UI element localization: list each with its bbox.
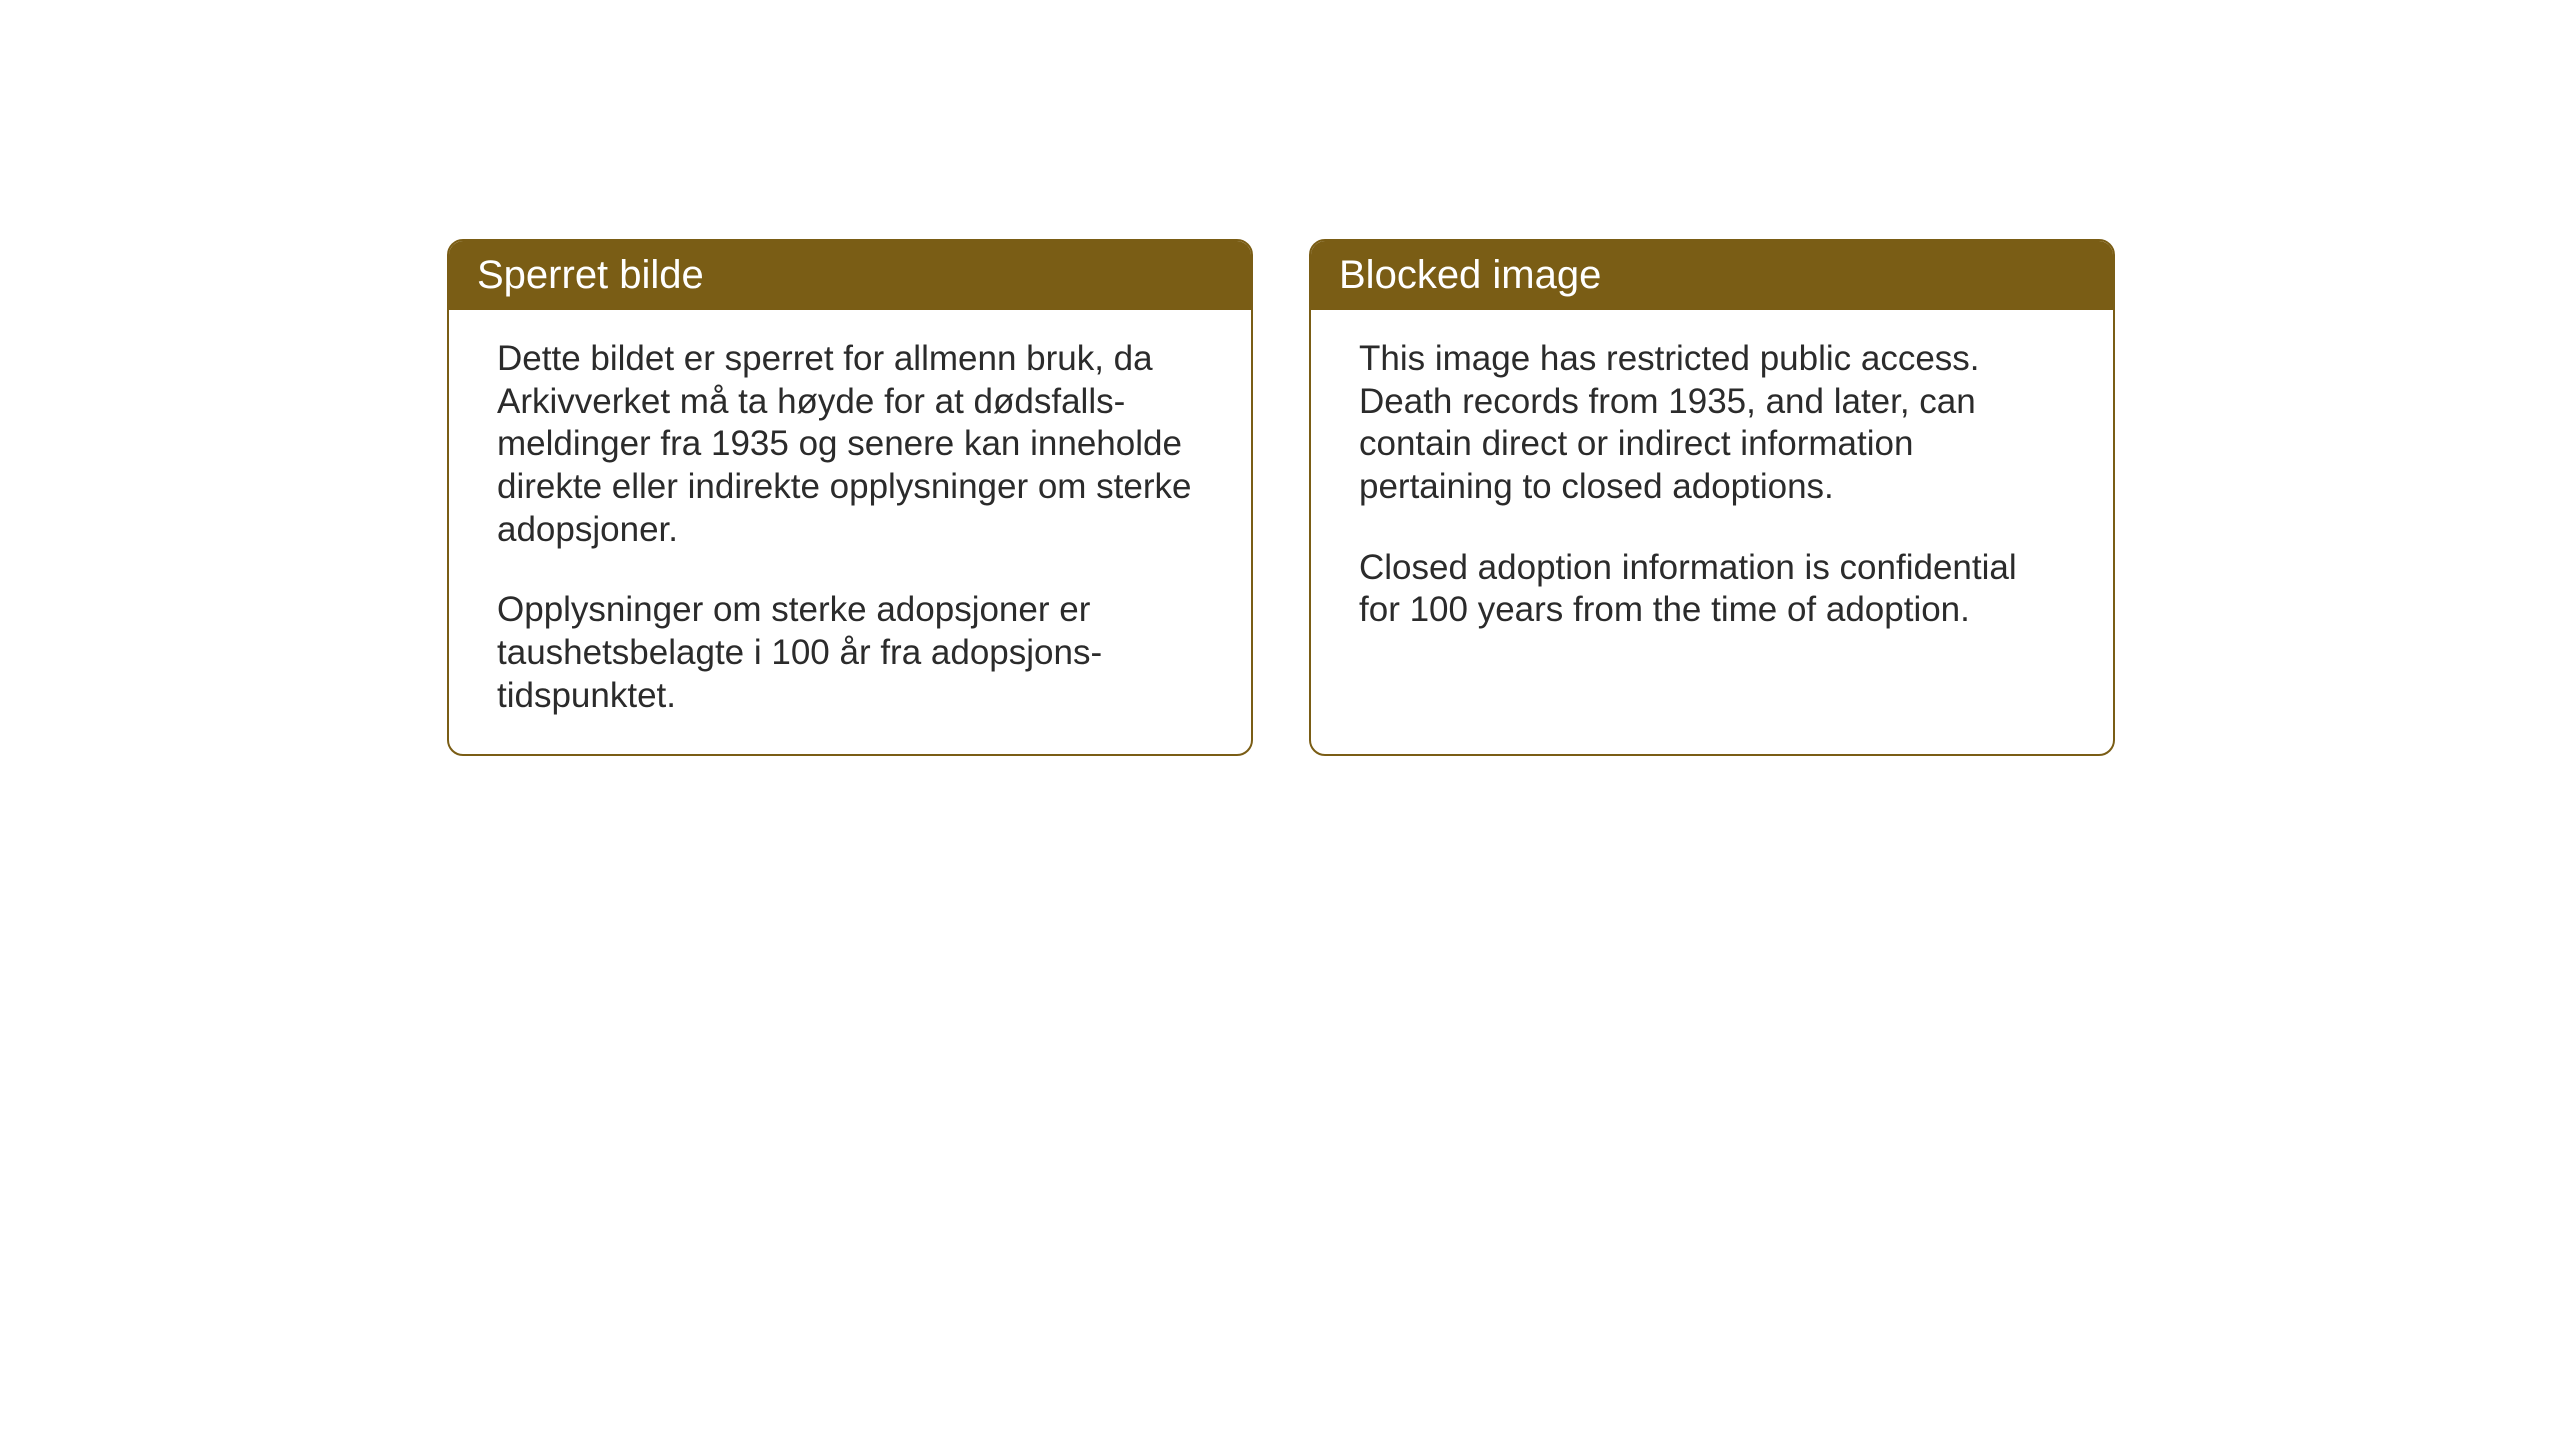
card-body-english: This image has restricted public access.… (1311, 310, 2113, 742)
card-title-norwegian: Sperret bilde (477, 253, 704, 297)
paragraph-1-english: This image has restricted public access.… (1359, 338, 2065, 509)
card-title-english: Blocked image (1339, 253, 1601, 297)
card-english: Blocked image This image has restricted … (1309, 239, 2115, 756)
paragraph-2-english: Closed adoption information is confident… (1359, 547, 2065, 632)
paragraph-2-norwegian: Opplysninger om sterke adopsjoner er tau… (497, 589, 1203, 717)
card-header-norwegian: Sperret bilde (449, 241, 1251, 310)
card-container: Sperret bilde Dette bildet er sperret fo… (447, 239, 2115, 756)
paragraph-1-norwegian: Dette bildet er sperret for allmenn bruk… (497, 338, 1203, 551)
card-header-english: Blocked image (1311, 241, 2113, 310)
card-body-norwegian: Dette bildet er sperret for allmenn bruk… (449, 310, 1251, 754)
card-norwegian: Sperret bilde Dette bildet er sperret fo… (447, 239, 1253, 756)
